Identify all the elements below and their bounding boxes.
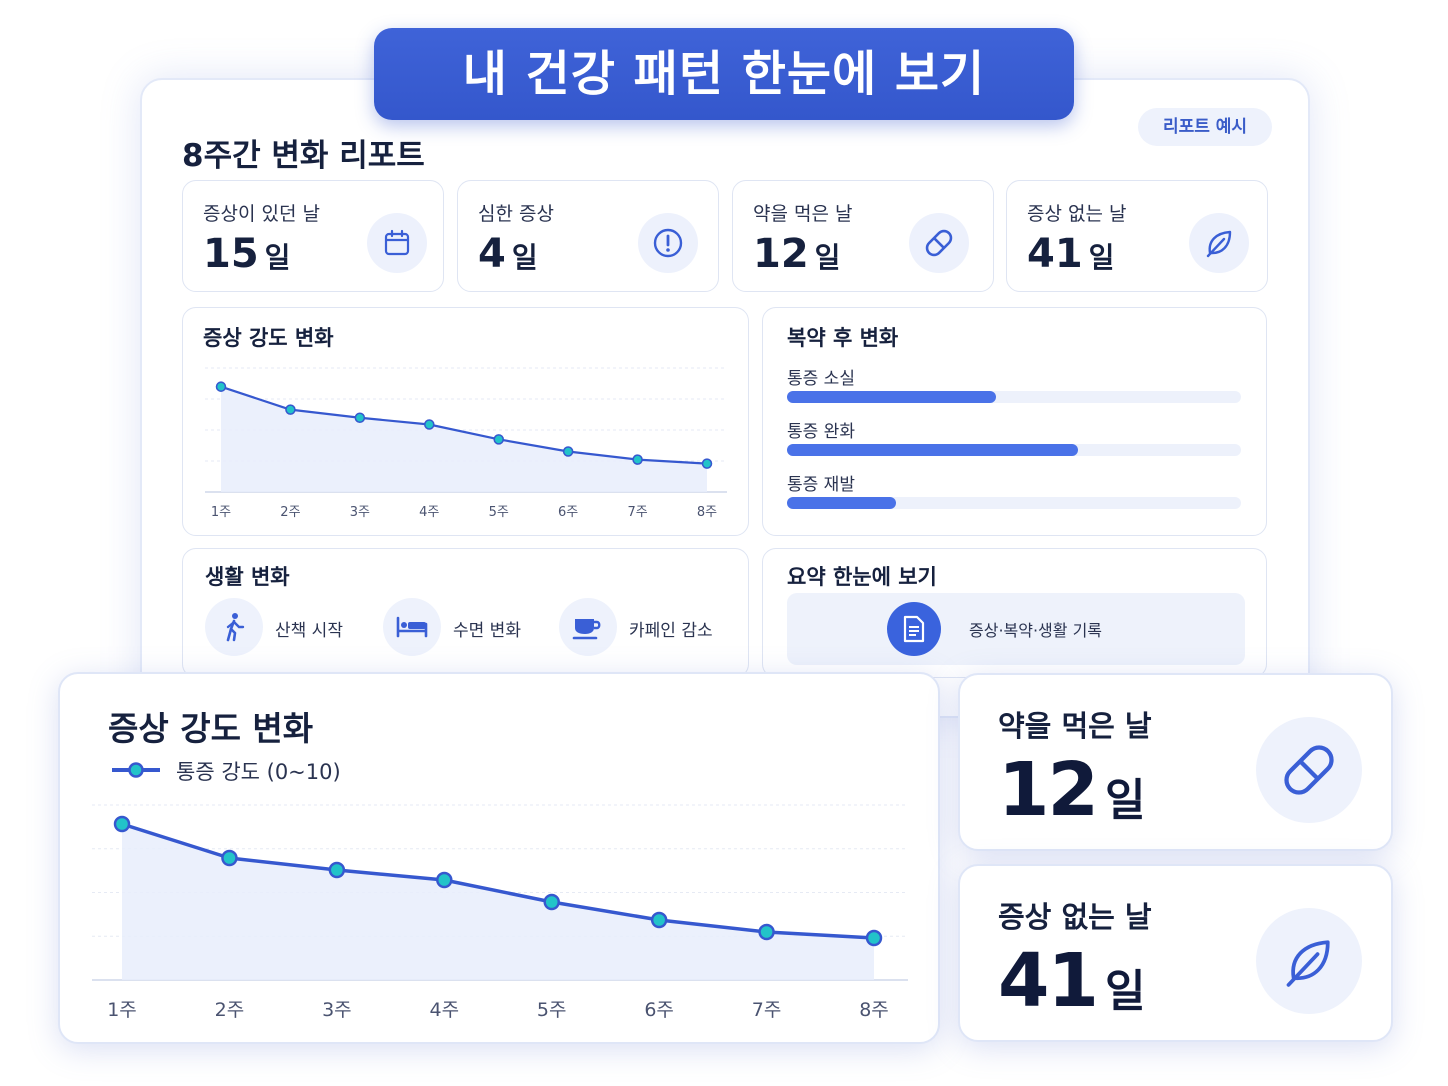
x-tick-label: 4주 <box>419 505 439 520</box>
x-tick-label: 6주 <box>558 505 578 520</box>
walking-icon <box>205 598 263 656</box>
legend-marker <box>112 762 160 778</box>
document-icon <box>887 602 941 656</box>
stat-value: 41 일 <box>1027 231 1115 277</box>
intensity-chart-card: 증상 강도 변화 1주 2주 3주 4주 5주 6주 7주 8주 <box>182 307 749 536</box>
summary-text: 증상·복약·생활 기록 <box>969 621 1103 640</box>
data-point <box>221 849 238 867</box>
bar-track <box>787 497 1241 509</box>
bar-label: 통증 재발 <box>787 475 855 495</box>
report-example-badge: 리포트 예시 <box>1138 108 1272 146</box>
data-point <box>215 381 227 392</box>
data-point <box>424 419 435 430</box>
detail-title: 증상 강도 변화 <box>108 709 314 748</box>
x-tick-label: 1주 <box>107 999 137 1021</box>
progress-bar-pain-recur <box>787 497 896 509</box>
section-title: 증상 강도 변화 <box>203 326 334 350</box>
medication-effect-card: 복약 후 변화 통증 소실 통증 완화 통증 재발 <box>762 307 1267 536</box>
x-tick-label: 2주 <box>215 999 245 1021</box>
lifestyle-label: 카페인 감소 <box>629 621 713 641</box>
data-point <box>354 412 366 424</box>
stat-label: 증상 없는 날 <box>1027 203 1127 225</box>
data-point <box>865 929 883 947</box>
data-point <box>758 923 775 941</box>
stat-card-symptom-free-days[interactable]: 증상 없는 날 41 일 <box>1006 180 1268 292</box>
x-tick-label: 3주 <box>350 505 370 520</box>
x-tick-label: 5주 <box>489 505 509 520</box>
data-point <box>493 434 504 445</box>
series-line <box>121 822 875 940</box>
data-point <box>650 911 668 929</box>
x-tick-label: 5주 <box>537 999 567 1021</box>
x-tick-label: 3주 <box>322 999 352 1021</box>
bar-track <box>787 391 1241 403</box>
data-point <box>328 861 346 879</box>
intensity-detail-card: 증상 강도 변화 통증 강도 (0~10) 1주 2주 3주 4주 5주 6주 7주 8주 <box>58 672 940 1044</box>
stat-label: 약을 먹은 날 <box>753 203 853 225</box>
x-tick-label: 4주 <box>429 999 459 1021</box>
series-line <box>220 385 708 465</box>
lifestyle-label: 수면 변화 <box>453 621 521 641</box>
symptom-free-days-card[interactable]: 증상 없는 날 41 일 <box>958 864 1393 1042</box>
section-title: 복약 후 변화 <box>787 326 899 350</box>
bar-track <box>787 444 1241 456</box>
leaf-icon <box>1189 213 1249 273</box>
x-tick-label: 7주 <box>752 999 782 1021</box>
card-value: 12 일 <box>998 747 1146 833</box>
pill-icon <box>909 213 969 273</box>
x-tick-label: 8주 <box>859 999 889 1021</box>
coffee-cup-icon <box>559 598 617 656</box>
data-point <box>436 871 453 889</box>
x-tick-label: 7주 <box>627 505 647 520</box>
x-tick-label: 2주 <box>280 505 300 520</box>
summary-card: 요약 한눈에 보기 증상·복약·생활 기록 <box>762 548 1267 678</box>
data-point <box>285 404 296 415</box>
section-title: 요약 한눈에 보기 <box>787 565 937 589</box>
area-fill <box>221 386 707 492</box>
area-fill <box>122 824 874 980</box>
lifestyle-card: 생활 변화 산책 시작 수면 변화 카페인 감소 <box>182 548 749 678</box>
intensity-chart-small: 1주 2주 3주 4주 5주 6주 7주 8주 <box>205 367 727 520</box>
stat-label: 심한 증상 <box>478 203 554 225</box>
x-tick-label: 1주 <box>211 505 231 520</box>
lifestyle-label: 산책 시작 <box>275 621 343 641</box>
card-label: 증상 없는 날 <box>998 900 1152 934</box>
leaf-icon <box>1256 908 1362 1014</box>
bed-icon <box>383 598 441 656</box>
x-tick-label: 8주 <box>697 505 717 520</box>
bar-label: 통증 소실 <box>787 369 855 389</box>
calendar-icon <box>367 213 427 273</box>
legend-label: 통증 강도 (0~10) <box>176 760 341 784</box>
stat-card-symptom-days[interactable]: 증상이 있던 날 15 일 <box>182 180 444 292</box>
section-title: 생활 변화 <box>205 565 290 589</box>
pill-icon <box>1256 717 1362 823</box>
summary-box[interactable]: 증상·복약·생활 기록 <box>787 593 1245 665</box>
progress-bar-pain-relief <box>787 444 1078 456</box>
intensity-chart-large: 1주 2주 3주 4주 5주 6주 7주 8주 <box>92 804 908 1021</box>
stat-value: 15 일 <box>203 231 291 277</box>
data-point <box>632 454 643 465</box>
medication-days-card[interactable]: 약을 먹은 날 12 일 <box>958 673 1393 851</box>
stat-card-medication-days[interactable]: 약을 먹은 날 12 일 <box>732 180 994 292</box>
card-value: 41 일 <box>998 938 1146 1024</box>
stat-label: 증상이 있던 날 <box>203 203 320 225</box>
data-point <box>701 458 713 469</box>
report-title: 8주간 변화 리포트 <box>182 138 425 174</box>
progress-bar-pain-gone <box>787 391 996 403</box>
card-label: 약을 먹은 날 <box>998 709 1152 743</box>
bar-label: 통증 완화 <box>787 422 855 442</box>
data-point <box>113 815 131 833</box>
page-banner: 내 건강 패턴 한눈에 보기 <box>374 28 1074 120</box>
alert-circle-icon <box>638 213 698 273</box>
stat-value: 12 일 <box>753 231 841 277</box>
data-point <box>562 446 574 457</box>
x-tick-label: 6주 <box>644 999 674 1021</box>
data-point <box>543 893 560 911</box>
